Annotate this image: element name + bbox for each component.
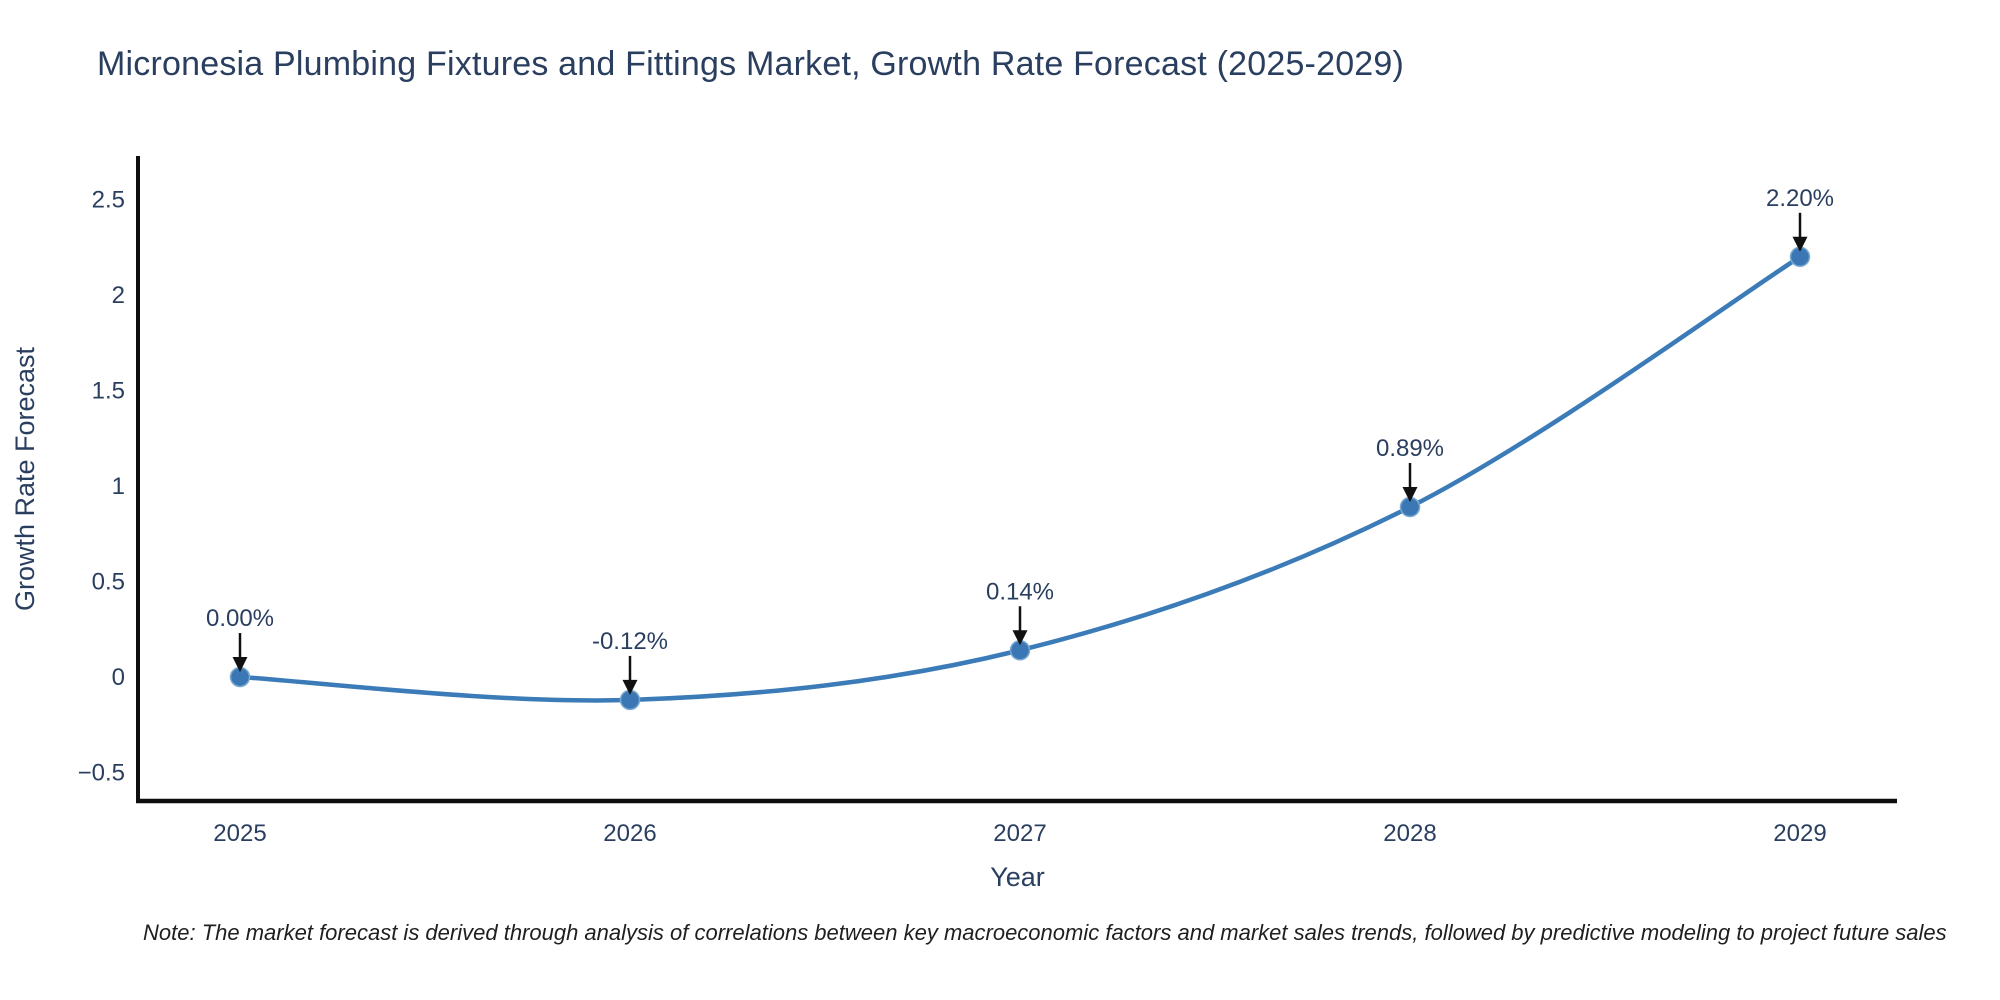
- y-axis-title: Growth Rate Forecast: [10, 346, 40, 611]
- annotation-label: 0.00%: [206, 605, 274, 632]
- y-tick-label: 2: [112, 282, 125, 309]
- x-tick-label: 2026: [603, 820, 656, 847]
- x-tick-label: 2029: [1773, 820, 1826, 847]
- annotation-label: 0.14%: [986, 578, 1054, 605]
- x-tick-label: 2025: [213, 820, 266, 847]
- y-tick-label: 0: [112, 664, 125, 691]
- x-tick-label: 2028: [1383, 820, 1436, 847]
- y-tick-label: 0.5: [92, 569, 125, 596]
- y-tick-label: −0.5: [78, 760, 125, 787]
- annotation-arrowhead-icon: [1792, 236, 1808, 252]
- annotation-label: -0.12%: [592, 628, 668, 655]
- y-tick-label: 1: [112, 473, 125, 500]
- x-axis-title: Year: [990, 862, 1045, 892]
- y-tick-label: 2.5: [92, 187, 125, 214]
- annotation-arrowhead-icon: [232, 657, 248, 672]
- y-tick-label: 1.5: [92, 378, 125, 405]
- annotation-label: 2.20%: [1766, 185, 1834, 212]
- annotation-arrowhead-icon: [1012, 630, 1028, 646]
- footnote: Note: The market forecast is derived thr…: [143, 920, 1947, 945]
- chart-title: Micronesia Plumbing Fixtures and Fitting…: [97, 45, 1405, 83]
- annotation-arrowhead-icon: [622, 679, 638, 695]
- x-tick-label: 2027: [993, 820, 1046, 847]
- annotation-arrowhead-icon: [1402, 487, 1418, 503]
- annotation-label: 0.89%: [1376, 435, 1444, 462]
